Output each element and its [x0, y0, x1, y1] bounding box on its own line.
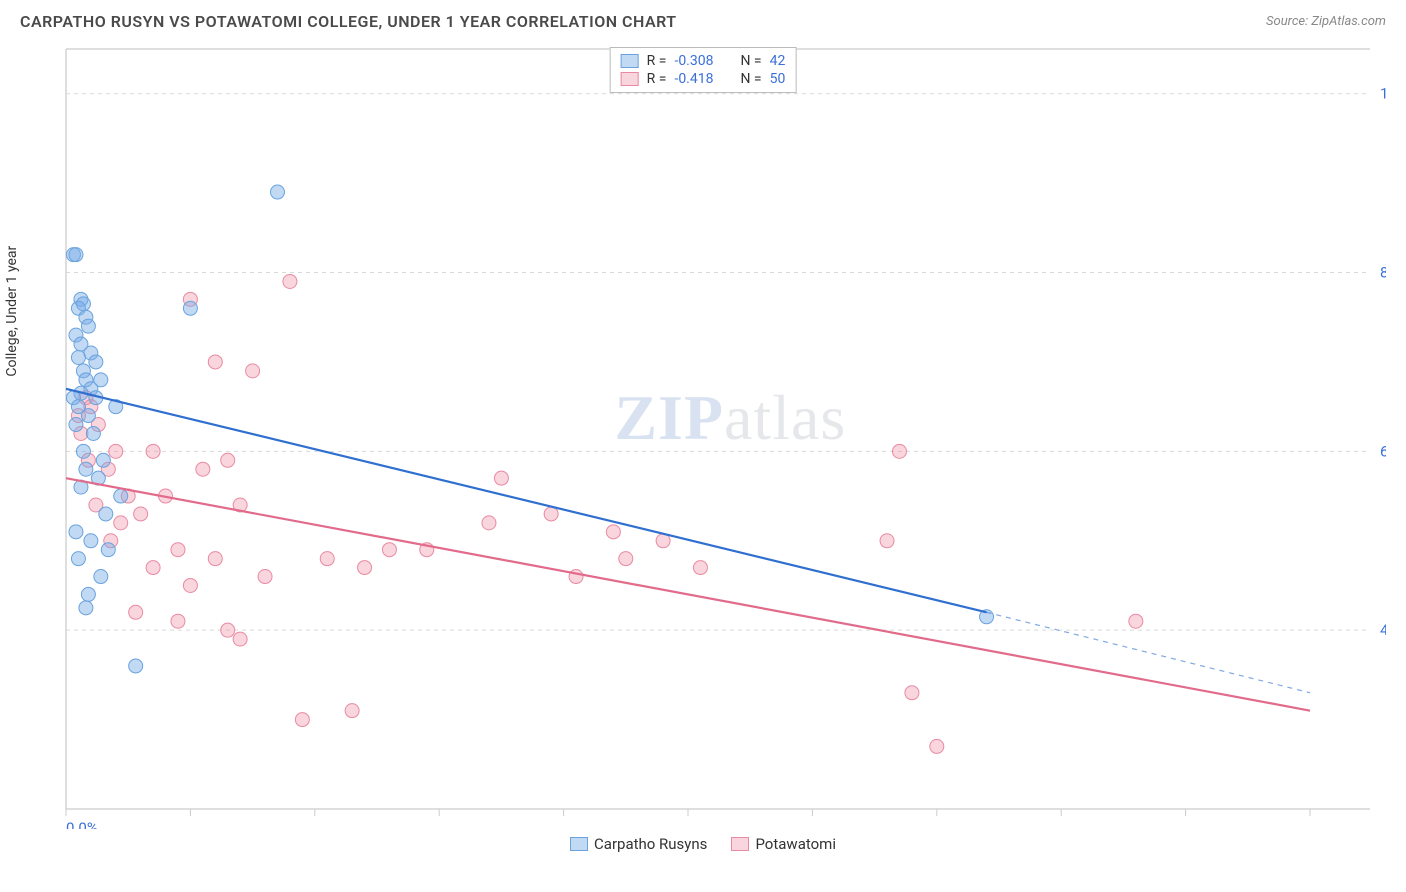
legend-label: Carpatho Rusyns — [594, 835, 707, 853]
data-point — [905, 686, 919, 700]
data-point — [146, 444, 160, 458]
data-point — [892, 444, 906, 458]
data-point — [71, 350, 85, 364]
data-point — [619, 552, 633, 566]
r-value: -0.308 — [674, 53, 726, 69]
data-point — [171, 543, 185, 557]
r-label: R = — [647, 71, 667, 87]
header: CARPATHO RUSYN VS POTAWATOMI COLLEGE, UN… — [0, 0, 1406, 39]
y-tick-label: 80.0% — [1380, 264, 1386, 282]
data-point — [382, 543, 396, 557]
data-point — [84, 534, 98, 548]
data-point — [81, 587, 95, 601]
n-value: 50 — [770, 71, 786, 87]
data-point — [345, 704, 359, 718]
data-point — [544, 507, 558, 521]
data-point — [196, 462, 210, 476]
data-point — [320, 552, 334, 566]
data-point — [880, 534, 894, 548]
data-point — [246, 364, 260, 378]
legend-swatch — [731, 837, 749, 851]
data-point — [81, 319, 95, 333]
data-point — [94, 570, 108, 584]
data-point — [114, 489, 128, 503]
data-point — [482, 516, 496, 530]
scatter-chart: 40.0%60.0%80.0%100.0%0.0%50.0% — [20, 39, 1386, 829]
data-point — [79, 462, 93, 476]
chart-title: CARPATHO RUSYN VS POTAWATOMI COLLEGE, UN… — [20, 12, 677, 31]
data-point — [89, 355, 103, 369]
data-point — [930, 739, 944, 753]
n-label: N = — [740, 71, 761, 87]
data-point — [99, 507, 113, 521]
data-point — [114, 516, 128, 530]
n-label: N = — [740, 53, 761, 69]
data-point — [208, 355, 222, 369]
data-point — [494, 471, 508, 485]
data-point — [129, 659, 143, 673]
y-tick-label: 100.0% — [1380, 85, 1386, 103]
data-point — [283, 274, 297, 288]
data-point — [358, 561, 372, 575]
y-tick-label: 40.0% — [1380, 621, 1386, 639]
chart-container: College, Under 1 year 40.0%60.0%80.0%100… — [20, 39, 1386, 829]
legend-stat-row: R = -0.418 N = 50 — [621, 70, 786, 88]
source-attribution: Source: ZipAtlas.com — [1266, 14, 1386, 29]
correlation-legend: R = -0.308 N = 42 R = -0.418 N = 50 — [610, 47, 797, 93]
n-value: 42 — [770, 53, 786, 69]
regression-line — [66, 478, 1310, 710]
r-label: R = — [647, 53, 667, 69]
data-point — [71, 552, 85, 566]
legend-swatch — [621, 54, 639, 68]
y-tick-label: 60.0% — [1380, 442, 1386, 460]
data-point — [171, 614, 185, 628]
data-point — [76, 444, 90, 458]
legend-stat-row: R = -0.308 N = 42 — [621, 52, 786, 70]
data-point — [69, 418, 83, 432]
regression-line — [66, 389, 987, 613]
legend-item: Potawatomi — [731, 835, 836, 853]
data-point — [693, 561, 707, 575]
data-point — [1129, 614, 1143, 628]
data-point — [101, 543, 115, 557]
legend-item: Carpatho Rusyns — [570, 835, 707, 853]
data-point — [86, 426, 100, 440]
r-value: -0.418 — [674, 71, 726, 87]
data-point — [81, 409, 95, 423]
data-point — [96, 453, 110, 467]
data-point — [295, 713, 309, 727]
data-point — [233, 632, 247, 646]
data-point — [183, 301, 197, 315]
data-point — [270, 185, 284, 199]
data-point — [109, 444, 123, 458]
y-axis-label: College, Under 1 year — [4, 246, 20, 377]
legend-label: Potawatomi — [755, 835, 836, 853]
data-point — [221, 623, 235, 637]
legend-swatch — [621, 72, 639, 86]
data-point — [69, 248, 83, 262]
data-point — [146, 561, 160, 575]
x-tick-label: 0.0% — [66, 819, 98, 829]
data-point — [183, 578, 197, 592]
data-point — [69, 525, 83, 539]
data-point — [79, 601, 93, 615]
data-point — [129, 605, 143, 619]
legend-swatch — [570, 837, 588, 851]
data-point — [606, 525, 620, 539]
series-legend: Carpatho Rusyns Potawatomi — [0, 835, 1406, 853]
data-point — [134, 507, 148, 521]
data-point — [258, 570, 272, 584]
data-point — [208, 552, 222, 566]
data-point — [221, 453, 235, 467]
